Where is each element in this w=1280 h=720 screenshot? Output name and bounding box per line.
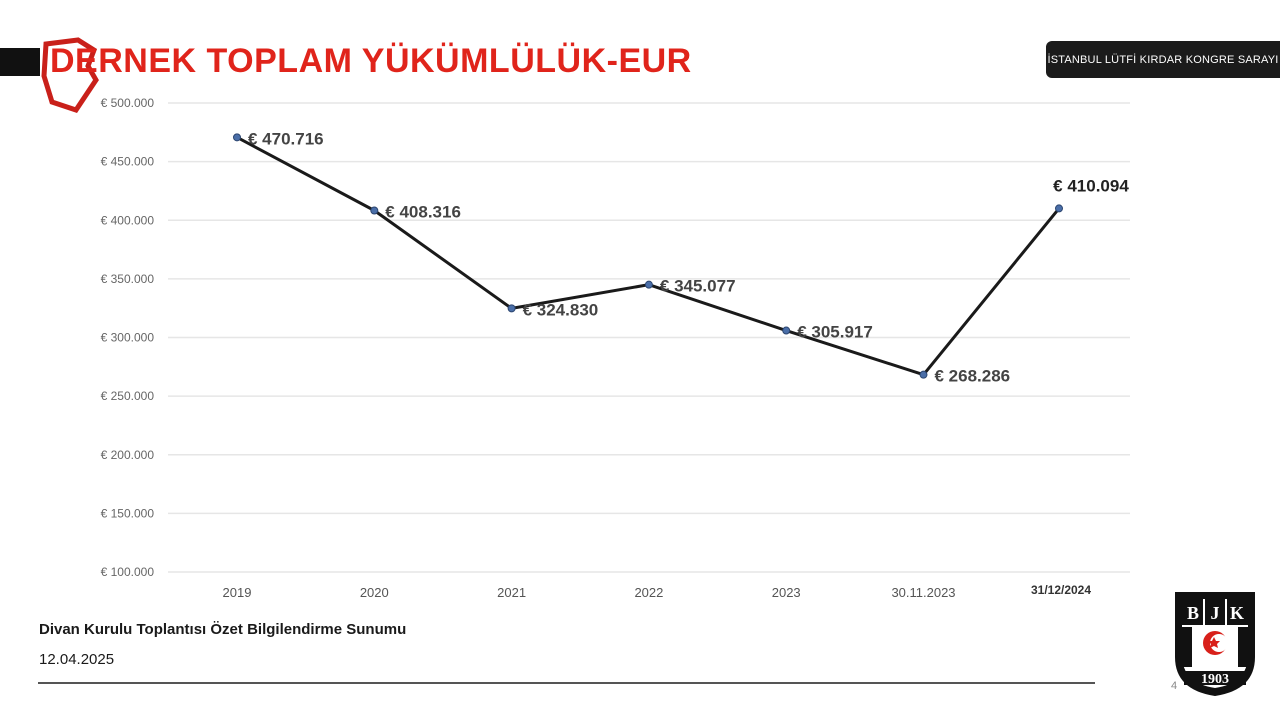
series-line	[236, 136, 1061, 377]
data-point	[1055, 204, 1063, 213]
line-chart: € 100.000 € 150.000 € 200.000 € 250.000 € 30…	[101, 96, 1130, 600]
club-logo-icon	[41, 37, 99, 113]
y-tick-label: € 100.000	[101, 565, 155, 579]
y-tick-label: € 350.000	[101, 272, 155, 286]
data-label: € 324.830	[523, 300, 599, 319]
page-title: DERNEK TOPLAM YÜKÜMLÜLÜK-EUR	[50, 42, 692, 80]
data-point	[644, 280, 653, 289]
data-label: € 268.286	[935, 367, 1011, 386]
y-tick-label: € 500.000	[101, 96, 155, 110]
y-tick-label: € 200.000	[101, 448, 155, 462]
data-label: € 345.077	[660, 277, 736, 296]
footer-date: 12.04.2025	[39, 651, 115, 668]
x-tick-label: 2023	[772, 585, 801, 600]
x-tick-label: 2021	[497, 585, 526, 600]
footer-title: Divan Kurulu Toplantısı Özet Bilgilendir…	[39, 621, 407, 638]
y-tick-label: € 300.000	[101, 331, 155, 345]
x-tick-label: 30.11.2023	[891, 585, 955, 600]
crest-year: 1903	[1201, 672, 1229, 687]
data-label: € 408.316	[385, 202, 461, 221]
y-tick-label: € 450.000	[101, 155, 155, 169]
data-point	[370, 206, 379, 215]
data-label: € 470.716	[248, 129, 324, 148]
crest-letter-k: K	[1230, 603, 1244, 623]
venue-banner: İSTANBUL LÜTFİ KIRDAR KONGRE SARAYI	[1046, 41, 1280, 78]
data-point	[507, 304, 516, 313]
x-tick-label: 31/12/2024	[1031, 583, 1091, 597]
data-label: € 410.094	[1053, 176, 1129, 195]
y-tick-label: € 250.000	[101, 389, 155, 403]
data-label: € 305.917	[797, 323, 873, 342]
data-point	[782, 326, 791, 335]
page-number: 4	[1171, 680, 1178, 692]
bjk-crest-icon: B J K 1903	[1175, 592, 1255, 697]
crest-letter-b: B	[1187, 603, 1199, 623]
crest-letter-j: J	[1211, 603, 1220, 623]
header-accent-bar	[0, 48, 40, 76]
x-tick-label: 2022	[634, 585, 663, 600]
y-tick-label: € 150.000	[101, 506, 155, 520]
x-tick-label: 2020	[360, 585, 389, 600]
x-tick-label: 2019	[223, 585, 252, 600]
footer-divider	[38, 682, 1095, 684]
data-point	[919, 370, 928, 379]
venue-label: İSTANBUL LÜTFİ KIRDAR KONGRE SARAYI	[1047, 53, 1279, 66]
data-point	[233, 133, 241, 142]
y-tick-label: € 400.000	[101, 213, 155, 227]
